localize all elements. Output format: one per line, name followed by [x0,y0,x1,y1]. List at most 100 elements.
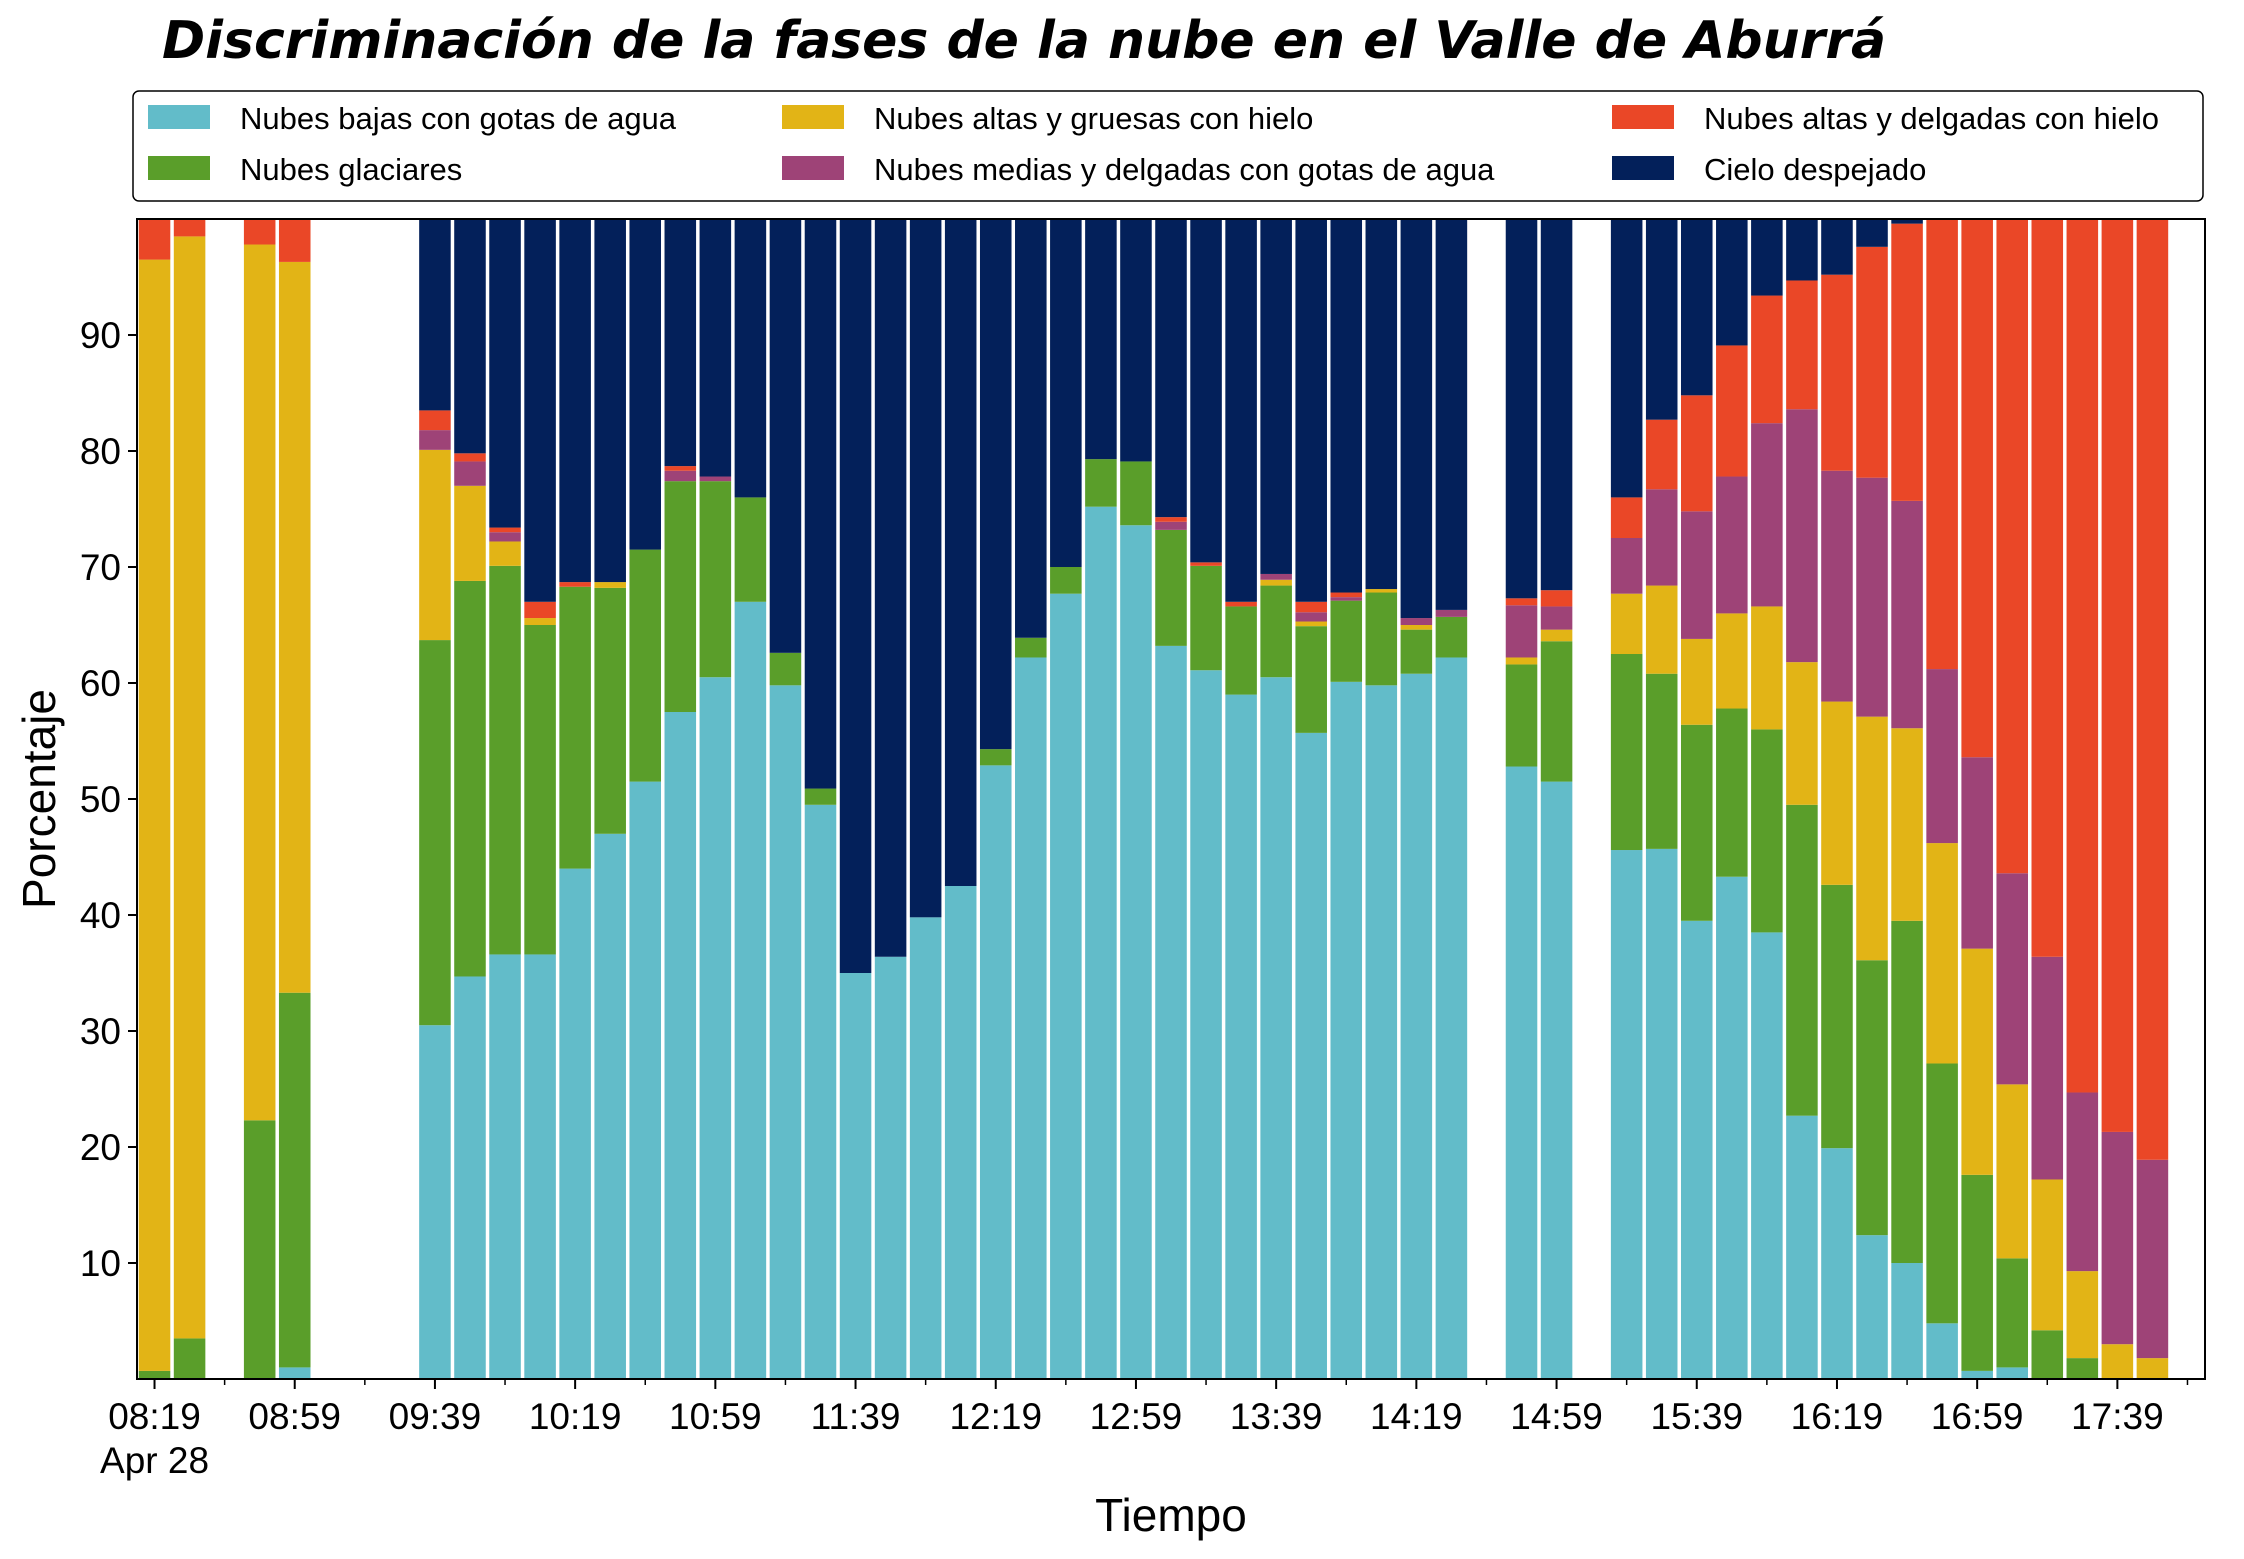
bar-segment-29-1 [1295,626,1327,733]
bar-segment-16-5 [839,219,872,973]
bar-segment-14-5 [769,219,802,653]
bar-segment-41-3 [1786,409,1818,663]
bar-segment-30-5 [1330,219,1363,593]
bars [138,219,2169,1379]
bar-segment-48-3 [2031,956,2064,1180]
bar-segment-44-1 [1891,920,1923,1263]
bar-segment-42-2 [1821,701,1853,885]
bar-segment-33-1 [1435,616,1468,658]
bar-segment-21-0 [1015,657,1047,1379]
bar-segment-33-5 [1435,219,1468,610]
bar-segment-39-5 [1716,219,1748,346]
bar-segment-39-0 [1716,876,1748,1379]
bar-segment-15-1 [804,788,837,805]
legend-label: Cielo despejado [1704,152,1926,187]
bar-segment-30-4 [1330,592,1363,598]
x-tick-label: 12:19 [949,1396,1042,1437]
x-tick-label: 14:59 [1510,1396,1603,1437]
bar-segment-3-2 [278,261,311,993]
bar-segment-46-1 [1961,1174,1993,1371]
bar-segment-3-0 [278,1367,311,1379]
bar-segment-4-5 [419,219,451,411]
bar-segment-47-4 [1996,219,2028,874]
bar-segment-43-3 [1856,477,1888,717]
bar-segment-11-4 [664,466,697,471]
legend-label: Nubes altas y delgadas con hielo [1704,101,2159,136]
legend-label: Nubes altas y gruesas con hielo [874,101,1313,136]
bar-segment-29-0 [1295,732,1327,1379]
bar-segment-5-1 [454,580,486,977]
y-tick-label: 20 [80,1127,121,1168]
legend-swatch [148,105,210,129]
y-tick-label: 10 [80,1243,121,1284]
bar-segment-4-2 [419,449,451,641]
bar-segment-11-1 [664,481,697,712]
legend-swatch [1612,156,1674,180]
bar-segment-25-4 [1155,517,1187,522]
bar-segment-35-3 [1540,606,1573,630]
bar-segment-8-5 [559,219,591,583]
bar-segment-27-5 [1225,219,1257,602]
bar-segment-45-0 [1926,1323,1958,1379]
bar-segment-9-5 [594,219,626,583]
bar-segment-39-3 [1716,476,1748,614]
bar-segment-0-4 [138,219,171,260]
bar-segment-3-4 [278,219,311,262]
bar-segment-6-0 [489,954,521,1379]
bar-segment-6-3 [489,532,521,542]
bar-segment-38-4 [1680,395,1713,512]
bar-segment-2-4 [243,219,276,245]
bar-segment-17-5 [874,219,907,957]
bar-segment-32-0 [1400,673,1433,1379]
bar-segment-24-5 [1120,219,1152,462]
bar-segment-16-0 [839,973,872,1379]
x-tick-label: 09:39 [389,1396,482,1437]
bar-segment-10-0 [629,781,662,1379]
bar-segment-49-4 [2066,219,2099,1093]
bar-segment-42-3 [1821,470,1853,702]
y-tick-label: 50 [80,779,121,820]
bar-segment-6-1 [489,565,521,955]
bar-segment-10-1 [629,549,662,782]
bar-segment-25-5 [1155,219,1187,518]
bar-segment-31-1 [1365,592,1398,686]
x-tick-label: 10:59 [669,1396,762,1437]
bar-segment-51-3 [2136,1159,2169,1359]
bar-segment-26-4 [1190,562,1222,566]
bar-segment-25-0 [1155,645,1187,1379]
bar-segment-47-1 [1996,1258,2028,1368]
bar-segment-42-4 [1821,274,1853,471]
bar-segment-3-1 [278,992,311,1368]
bar-segment-40-1 [1751,729,1783,933]
bar-segment-49-2 [2066,1271,2099,1359]
bar-segment-50-4 [2101,219,2134,1132]
bar-segment-40-0 [1751,932,1783,1379]
bar-segment-6-5 [489,219,521,528]
bar-segment-36-3 [1610,538,1643,594]
bar-segment-10-5 [629,219,662,550]
bar-segment-26-1 [1190,565,1222,671]
bar-segment-7-2 [524,618,556,625]
bar-segment-40-2 [1751,606,1783,730]
bar-segment-12-3 [699,476,732,482]
bar-segment-11-0 [664,712,697,1379]
legend-label: Nubes medias y delgadas con gotas de agu… [874,152,1495,187]
bar-segment-23-0 [1085,506,1117,1379]
bar-segment-47-3 [1996,873,2028,1085]
bar-segment-5-2 [454,485,486,581]
bar-segment-25-3 [1155,521,1187,530]
bar-segment-18-5 [909,219,942,918]
bar-segment-45-4 [1926,219,1958,670]
bar-segment-48-4 [2031,219,2064,957]
bar-segment-44-4 [1891,223,1923,501]
bar-segment-4-1 [419,640,451,1026]
bar-segment-21-1 [1015,637,1047,658]
bar-segment-37-1 [1645,673,1678,849]
bar-segment-38-0 [1680,920,1713,1379]
bar-segment-13-1 [734,497,767,602]
bar-segment-31-0 [1365,685,1398,1379]
bar-segment-39-1 [1716,708,1748,877]
bar-segment-11-3 [664,470,697,482]
bar-segment-29-4 [1295,601,1327,613]
legend: Nubes bajas con gotas de agua Nubes glaci… [132,90,2204,202]
